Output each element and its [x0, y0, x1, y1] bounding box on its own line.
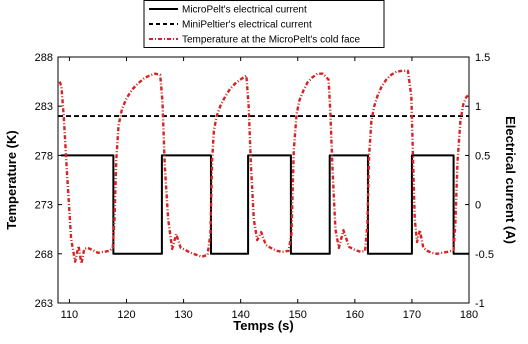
- left-tick-label: 283: [35, 101, 53, 113]
- series-layer: [58, 69, 470, 265]
- series-line-micropelt-s-electrical-current: [60, 154, 469, 255]
- x-tick-label: 170: [403, 309, 421, 321]
- right-tick-label: 0: [475, 200, 481, 212]
- left-tick-label: 268: [35, 249, 53, 261]
- series-line-temperature-at-the-micropelt-s-cold-face: [58, 69, 470, 265]
- right-tick-label: 0.5: [475, 150, 490, 162]
- legend-label-microPelt-current: MicroPelt's electrical current: [182, 5, 307, 16]
- left-axis-label: Temperature (K): [4, 130, 19, 229]
- left-axis-ticks: 263 268 273 278 283 288: [35, 52, 62, 310]
- right-tick-label: 1: [475, 101, 481, 113]
- legend-box: [143, 0, 385, 48]
- legend-label-cold-face-temperature: Temperature at the MicroPelt's cold face: [182, 35, 361, 46]
- x-tick-label: 110: [61, 309, 79, 321]
- left-tick-label: 278: [35, 150, 53, 162]
- legend-label-miniPeltier-current: MiniPeltier's electrical current: [182, 20, 312, 31]
- left-tick-label: 273: [35, 200, 53, 212]
- right-axis-label: Electrical current (A): [503, 116, 518, 244]
- x-tick-label: 150: [289, 309, 307, 321]
- left-tick-label: 288: [35, 52, 53, 64]
- x-tick-label: 180: [460, 309, 478, 321]
- x-tick-label: 140: [231, 309, 249, 321]
- x-tick-label: 130: [174, 309, 192, 321]
- legend: MicroPelt's electrical current MiniPelti…: [143, 0, 385, 48]
- x-axis-ticks: 110 120 130 140 150 160 170 180: [61, 57, 478, 321]
- x-tick-label: 120: [117, 309, 135, 321]
- right-tick-label: -0.5: [475, 249, 494, 261]
- right-tick-label: -1: [475, 298, 485, 310]
- right-axis-ticks: -1 -0.5 0 0.5 1 1.5: [465, 52, 494, 310]
- x-axis-label: Temps (s): [233, 318, 293, 333]
- x-tick-label: 160: [346, 309, 364, 321]
- right-tick-label: 1.5: [475, 52, 490, 64]
- plot-frame: [57, 56, 470, 304]
- left-tick-label: 263: [35, 298, 53, 310]
